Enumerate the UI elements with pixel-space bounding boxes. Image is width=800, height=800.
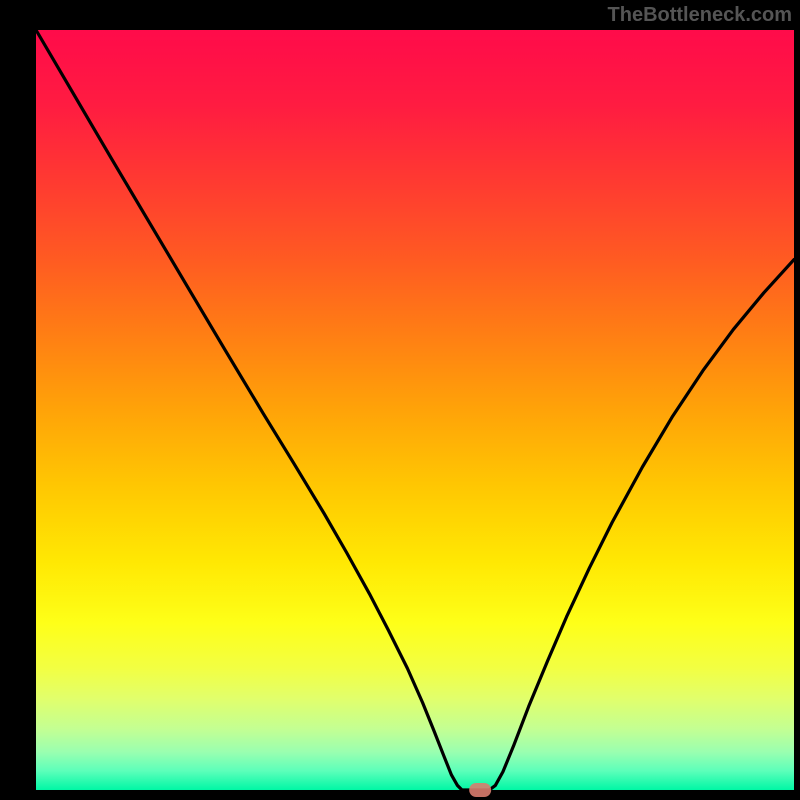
chart-background (36, 30, 794, 790)
bottleneck-chart (0, 0, 800, 800)
chart-container: TheBottleneck.com (0, 0, 800, 800)
watermark-text: TheBottleneck.com (608, 4, 792, 27)
sweet-spot-marker (469, 783, 491, 797)
